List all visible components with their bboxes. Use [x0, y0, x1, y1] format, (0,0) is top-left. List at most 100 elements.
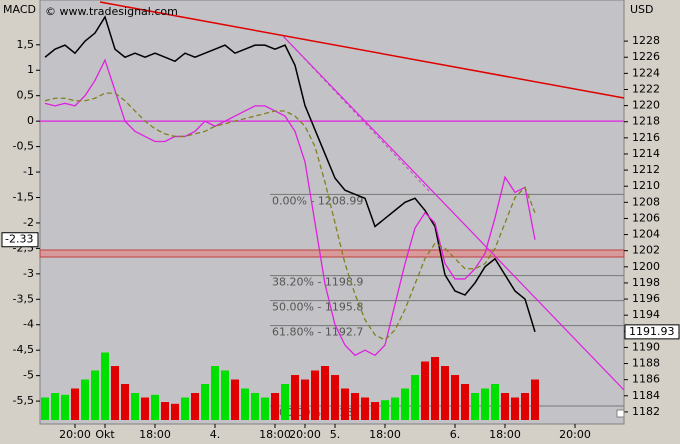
- volume-bar: [351, 393, 359, 420]
- macd-tag-label: -2.33: [5, 233, 33, 246]
- y-tick-label: -4: [23, 318, 34, 331]
- subtitle: © www.tradesignal.com: [45, 5, 178, 18]
- y-tick-label: 1,5: [17, 38, 35, 51]
- volume-bar: [461, 384, 469, 420]
- x-tick-label: 4.: [210, 428, 221, 441]
- volume-bar: [501, 393, 509, 420]
- y2-tick-label: 1208: [632, 195, 660, 208]
- price-tag: [624, 324, 680, 340]
- volume-bar: [261, 397, 269, 420]
- volume-bar: [421, 361, 429, 420]
- y2-tick-label: 1214: [632, 147, 660, 160]
- volume-bar: [531, 379, 539, 420]
- y-tick-label: -0,5: [13, 140, 34, 153]
- volume-bar: [451, 375, 459, 420]
- volume-bar: [431, 357, 439, 420]
- y2-tick-label: 1222: [632, 82, 660, 95]
- volume-bar: [281, 384, 289, 420]
- volume-bar: [381, 400, 389, 420]
- y2-tick-label: 1224: [632, 66, 660, 79]
- volume-bar: [191, 393, 199, 420]
- y2-tick-label: 1198: [632, 276, 660, 289]
- volume-bar: [371, 402, 379, 420]
- volume-bar: [241, 388, 249, 420]
- x-tick-label: 18:00: [139, 428, 171, 441]
- volume-bar: [111, 366, 119, 420]
- x-tick-label: 18:00: [259, 428, 291, 441]
- volume-bar: [271, 393, 279, 420]
- x-tick-label: 20:00: [559, 428, 591, 441]
- y2-tick-label: 1200: [632, 260, 660, 273]
- y-tick-label: 0: [27, 114, 34, 127]
- y2-tick-label: 1226: [632, 50, 660, 63]
- volume-bar: [511, 397, 519, 420]
- volume-bar: [141, 397, 149, 420]
- y-tick-label: -5: [23, 369, 34, 382]
- volume-bar: [171, 403, 179, 420]
- volume-bar: [71, 388, 79, 420]
- volume-bar: [331, 375, 339, 420]
- y2-tick-label: 1186: [632, 373, 660, 386]
- y2-tick-label: 1216: [632, 131, 660, 144]
- x-tick-label: 6.: [450, 428, 461, 441]
- fib-label: 38.20% - 1198.9: [272, 276, 363, 289]
- y-tick-label: 1: [27, 63, 34, 76]
- volume-bar: [201, 384, 209, 420]
- volume-bar: [311, 370, 319, 420]
- macd-tag: [1, 232, 39, 248]
- y-tick-label: -2: [23, 216, 34, 229]
- volume-bar: [521, 393, 529, 420]
- y2-tick-label: 1202: [632, 244, 660, 257]
- trend-line: [282, 35, 625, 391]
- x-tick-label: 18:00: [369, 428, 401, 441]
- volume-bar: [81, 379, 89, 420]
- y2-tick-label: 1188: [632, 357, 660, 370]
- y-tick-label: -4,5: [13, 343, 34, 356]
- y-tick-label: -3,5: [13, 292, 34, 305]
- x-tick-label: 20:00: [289, 428, 321, 441]
- price-line: [44, 15, 536, 333]
- volume-bar: [301, 379, 309, 420]
- fib-label: 0.00% - 1208.99: [272, 194, 363, 207]
- volume-bar: [101, 352, 109, 420]
- volume-bar: [121, 384, 129, 420]
- y2-tick-label: 1212: [632, 163, 660, 176]
- volume-bar: [221, 370, 229, 420]
- chart-title: MACD: [3, 3, 36, 16]
- volume-bar: [41, 397, 49, 420]
- y2-tick-label: 1196: [632, 292, 660, 305]
- x-tick-label: 5.: [330, 428, 341, 441]
- volume-bar: [181, 397, 189, 420]
- volume-bar: [411, 375, 419, 420]
- x-tick-label: 18:00: [489, 428, 521, 441]
- y2-tick-label: 1184: [632, 389, 660, 402]
- price-tag-label: 1191.93: [629, 325, 675, 338]
- volume-bar: [231, 379, 239, 420]
- volume-bar: [491, 384, 499, 420]
- volume-bar: [321, 366, 329, 420]
- y2-tick-label: 1190: [632, 340, 660, 353]
- x-tick-label: 20:00: [59, 428, 91, 441]
- y2-tick-label: 1204: [632, 228, 660, 241]
- volume-bar: [151, 394, 159, 420]
- y2-tick-label: 1194: [632, 308, 660, 321]
- y2-tick-label: 1218: [632, 115, 660, 128]
- volume-bar: [481, 388, 489, 420]
- volume-bar: [161, 402, 169, 420]
- fib-label: 61.80% - 1192.7: [272, 326, 363, 339]
- volume-bar: [131, 393, 139, 420]
- volume-bar: [291, 375, 299, 420]
- volume-bar: [471, 393, 479, 420]
- trend-line: [99, 1, 625, 99]
- y-tick-label: -1,5: [13, 190, 34, 203]
- macd-line: [44, 58, 536, 357]
- volume-bar: [441, 366, 449, 420]
- volume-bar: [91, 370, 99, 420]
- y2-tick-label: 1228: [632, 34, 660, 47]
- volume-bar: [391, 397, 399, 420]
- y-tick-label: -1: [23, 165, 34, 178]
- volume-bar: [341, 388, 349, 420]
- y-tick-label: -3: [23, 267, 34, 280]
- y-tick-label: -5,5: [13, 394, 34, 407]
- y2-tick-label: 1206: [632, 211, 660, 224]
